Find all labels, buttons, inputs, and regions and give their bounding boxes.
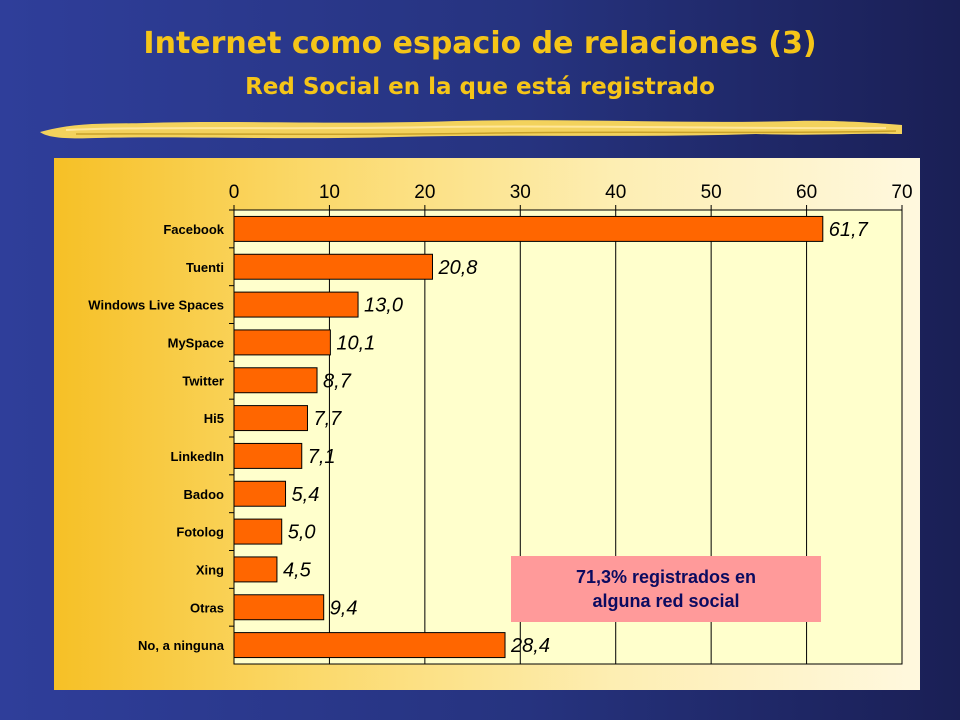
category-label: No, a ninguna bbox=[138, 638, 225, 653]
category-label: Hi5 bbox=[204, 411, 224, 426]
value-label: 10,1 bbox=[336, 332, 375, 354]
title-underline-brush bbox=[40, 120, 902, 139]
bar bbox=[233, 329, 331, 356]
bar bbox=[233, 405, 308, 432]
bar bbox=[233, 556, 278, 583]
slide-subtitle: Red Social en la que está registrado bbox=[245, 74, 715, 100]
category-label: Fotolog bbox=[176, 525, 224, 540]
bar bbox=[233, 291, 359, 318]
callout-box: 71,3% registrados en alguna red social bbox=[511, 556, 821, 622]
x-tick-label: 30 bbox=[510, 182, 531, 203]
category-label: LinkedIn bbox=[171, 449, 225, 464]
category-label: Twitter bbox=[182, 373, 224, 388]
value-label: 7,1 bbox=[308, 446, 336, 468]
value-label: 4,5 bbox=[283, 559, 312, 581]
bar bbox=[233, 480, 287, 507]
x-tick-label: 70 bbox=[891, 182, 912, 203]
value-label: 5,0 bbox=[288, 522, 316, 544]
x-tick-label: 10 bbox=[319, 182, 340, 203]
bar bbox=[233, 594, 325, 621]
x-tick-label: 40 bbox=[605, 182, 626, 203]
chart-panel: 0 10 20 30 40 50 60 70 Facebook 61,7 Tuenti 20,8 Win… bbox=[54, 158, 920, 690]
slide-title: Internet como espacio de relaciones (3) bbox=[143, 26, 817, 61]
bar bbox=[233, 367, 318, 394]
bar bbox=[233, 632, 506, 659]
value-label: 9,4 bbox=[330, 597, 358, 619]
x-tick-label: 50 bbox=[701, 182, 722, 203]
value-label: 8,7 bbox=[323, 370, 352, 392]
callout-line-2: alguna red social bbox=[592, 591, 740, 611]
category-label: Tuenti bbox=[186, 260, 224, 275]
x-tick-label: 20 bbox=[414, 182, 435, 203]
value-label: 13,0 bbox=[364, 295, 403, 317]
bar bbox=[233, 215, 824, 242]
x-tick-label: 0 bbox=[229, 182, 240, 203]
category-label: MySpace bbox=[168, 335, 224, 350]
category-label: Otras bbox=[190, 600, 224, 615]
bar bbox=[233, 442, 303, 469]
value-label: 7,7 bbox=[313, 408, 342, 430]
category-label: Facebook bbox=[163, 222, 224, 237]
category-label: Xing bbox=[196, 562, 224, 577]
callout-line-1: 71,3% registrados en bbox=[575, 567, 757, 587]
category-label: Badoo bbox=[184, 487, 225, 502]
value-label: 5,4 bbox=[292, 484, 320, 506]
category-label: Windows Live Spaces bbox=[88, 298, 224, 313]
value-label: 20,8 bbox=[437, 257, 477, 279]
x-tick-label: 60 bbox=[796, 182, 817, 203]
value-label: 61,7 bbox=[829, 219, 869, 241]
value-label: 28,4 bbox=[510, 635, 550, 657]
bar bbox=[233, 253, 433, 280]
bar bbox=[233, 518, 283, 545]
